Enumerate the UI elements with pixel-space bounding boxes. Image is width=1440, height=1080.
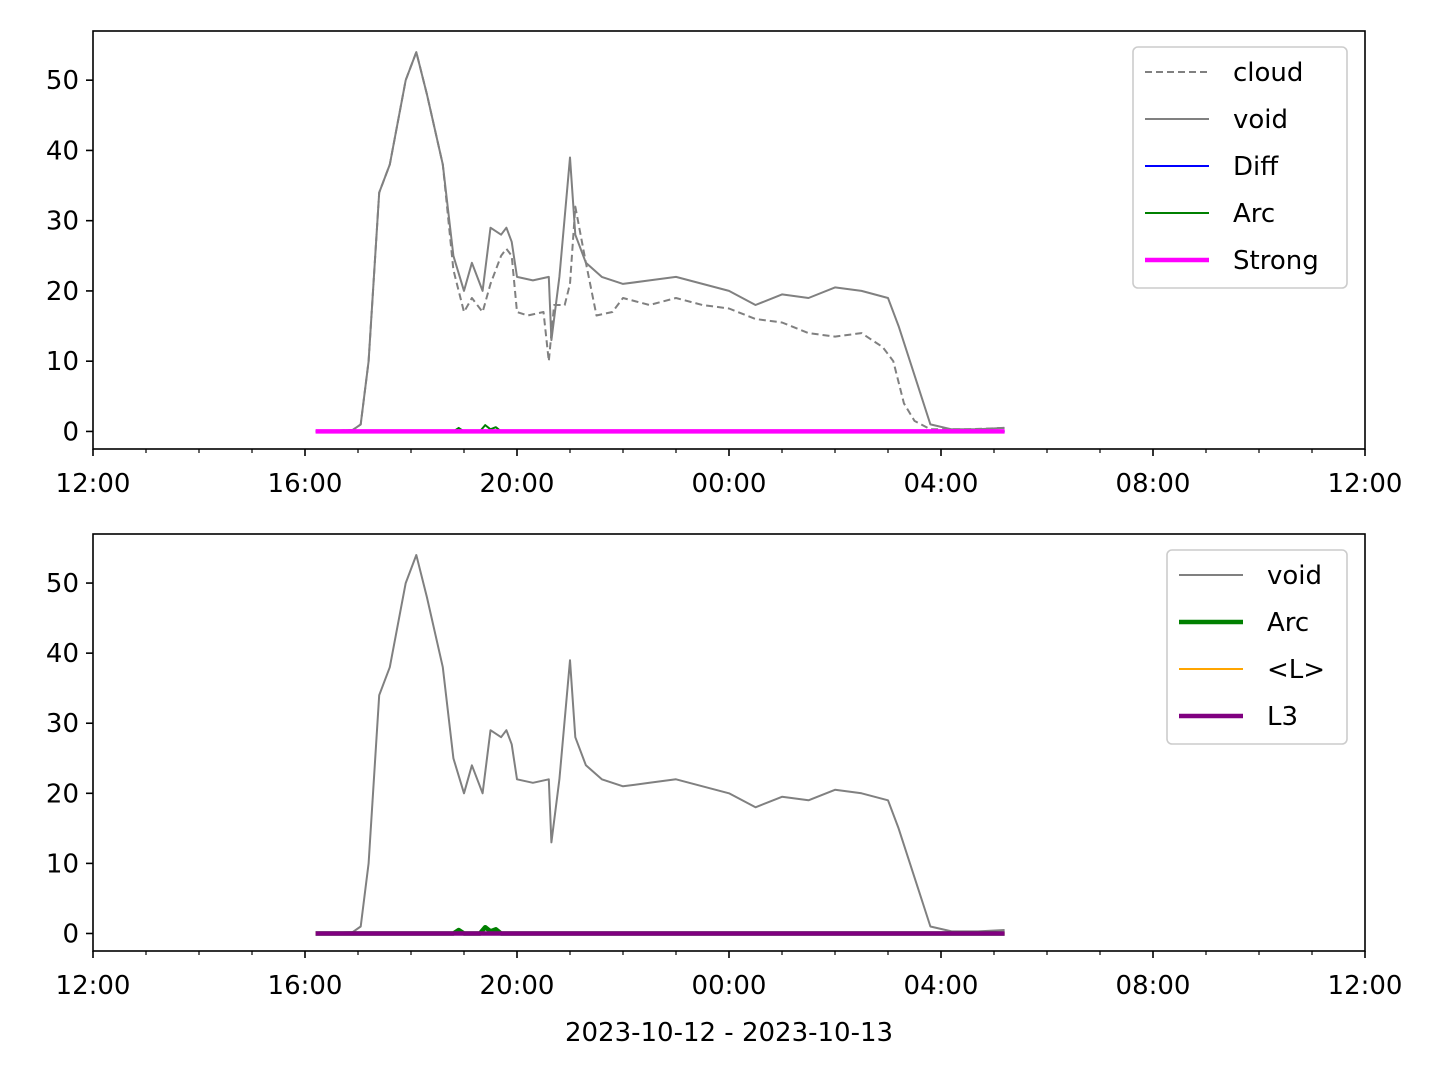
y-tick-label: 50 [46, 569, 79, 599]
legend-label: <L> [1267, 655, 1325, 685]
legend-label: void [1267, 561, 1322, 591]
legend-label: Arc [1267, 608, 1309, 638]
legend-box [1166, 549, 1348, 745]
legend: cloud void Diff Arc Strong [1132, 46, 1348, 289]
y-tick-label: 30 [46, 709, 79, 739]
legend-label: Diff [1233, 152, 1279, 182]
chart-panel-1: 0 10 20 30 40 50 12:00 16:00 20:00 00:00 04:00 08:0… [46, 30, 1403, 499]
y-tick-label: 10 [46, 347, 79, 377]
legend-box [1132, 46, 1348, 289]
x-tick-label: 12:00 [56, 469, 131, 499]
x-tick-label: 08:00 [1116, 971, 1191, 1001]
legend-label: cloud [1233, 58, 1303, 88]
x-tick-label: 12:00 [56, 971, 131, 1001]
x-tick-label: 12:00 [1328, 469, 1403, 499]
x-axis-label: 2023-10-12 - 2023-10-13 [565, 1018, 893, 1048]
y-tick-label: 40 [46, 136, 79, 166]
x-tick-label: 00:00 [692, 469, 767, 499]
x-tick-label: 20:00 [480, 971, 555, 1001]
y-tick-label: 10 [46, 849, 79, 879]
x-tick-label: 04:00 [904, 971, 979, 1001]
series-group [315, 554, 1005, 936]
x-tick-label: 04:00 [904, 469, 979, 499]
y-tick-label: 0 [62, 919, 79, 949]
y-tick-label: 30 [46, 207, 79, 237]
x-tick-label: 16:00 [268, 971, 343, 1001]
x-tick-label: 08:00 [1116, 469, 1191, 499]
legend-label: L3 [1267, 702, 1298, 732]
series-line-void [315, 51, 1005, 433]
legend-label: Strong [1233, 246, 1319, 276]
series-line-cloud [315, 51, 1005, 433]
chart-panel-2: 0 10 20 30 40 50 12:00 16:00 20:00 00:00 04:00 08:0… [46, 533, 1403, 1048]
legend: void Arc <L> L3 [1166, 549, 1348, 745]
legend-label: Arc [1233, 199, 1275, 229]
y-tick-label: 20 [46, 277, 79, 307]
legend-label: void [1233, 105, 1288, 135]
y-tick-label: 40 [46, 639, 79, 669]
y-tick-label: 0 [62, 417, 79, 447]
x-tick-label: 20:00 [480, 469, 555, 499]
x-tick-label: 16:00 [268, 469, 343, 499]
x-tick-label: 00:00 [692, 971, 767, 1001]
series-group [315, 51, 1005, 434]
series-line-void [315, 554, 1005, 935]
y-tick-label: 20 [46, 779, 79, 809]
x-tick-label: 12:00 [1328, 971, 1403, 1001]
y-tick-label: 50 [46, 66, 79, 96]
